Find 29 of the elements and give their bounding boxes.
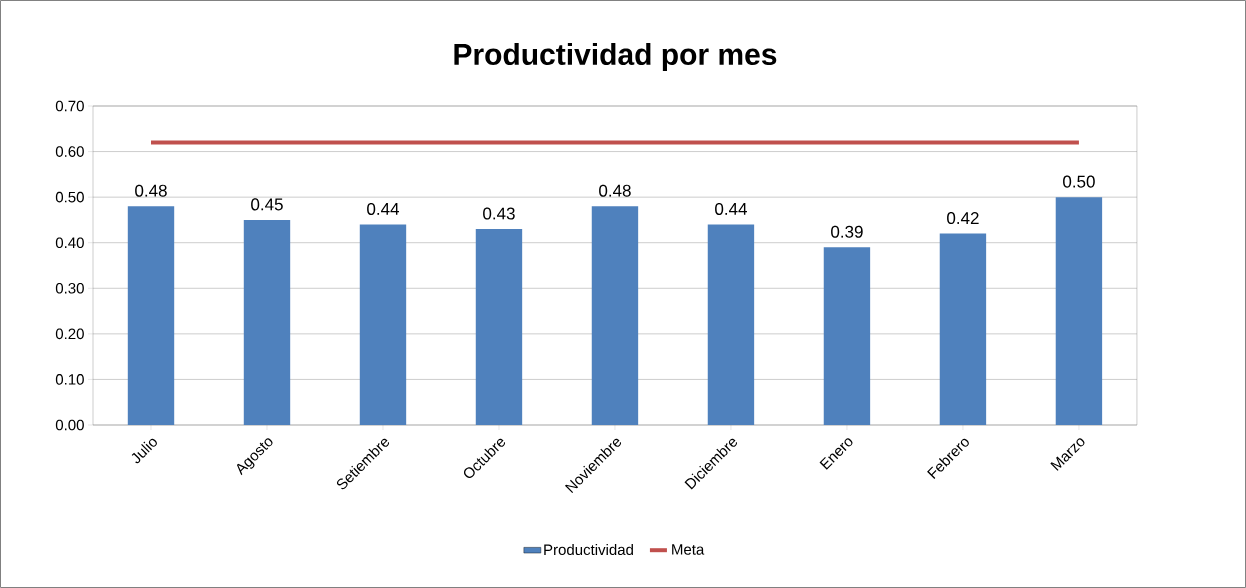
data-label: 0.42 — [947, 212, 979, 225]
legend-label: Meta — [672, 544, 705, 555]
y-tick-label: 0.20 — [55, 328, 84, 340]
bar — [1055, 197, 1103, 425]
y-tick-label: 0.40 — [55, 237, 84, 249]
bar — [823, 247, 871, 425]
bar — [591, 206, 639, 425]
y-tick-label: 0.60 — [55, 146, 84, 157]
data-label: 0.48 — [599, 184, 631, 197]
y-tick-label: 0.50 — [55, 191, 84, 203]
bar — [359, 224, 407, 425]
data-label: 0.44 — [715, 202, 747, 215]
y-tick-label: 0.10 — [55, 374, 84, 385]
chart-title: Productividad por mes — [454, 43, 777, 71]
bar — [127, 206, 175, 425]
bar — [475, 229, 523, 425]
data-label: 0.48 — [135, 184, 167, 197]
bar — [939, 233, 987, 425]
bar — [707, 224, 755, 425]
y-tick-label: 0.30 — [55, 282, 84, 294]
data-label: 0.43 — [483, 207, 515, 220]
data-label: 0.45 — [251, 198, 283, 211]
data-label: 0.44 — [367, 202, 400, 215]
y-tick-label: 0.70 — [55, 100, 84, 112]
bar — [243, 219, 291, 425]
data-label: 0.50 — [1063, 175, 1095, 188]
legend-label: Productividad — [544, 544, 633, 556]
y-tick-label: 0.00 — [55, 419, 84, 431]
data-label: 0.39 — [831, 225, 863, 238]
